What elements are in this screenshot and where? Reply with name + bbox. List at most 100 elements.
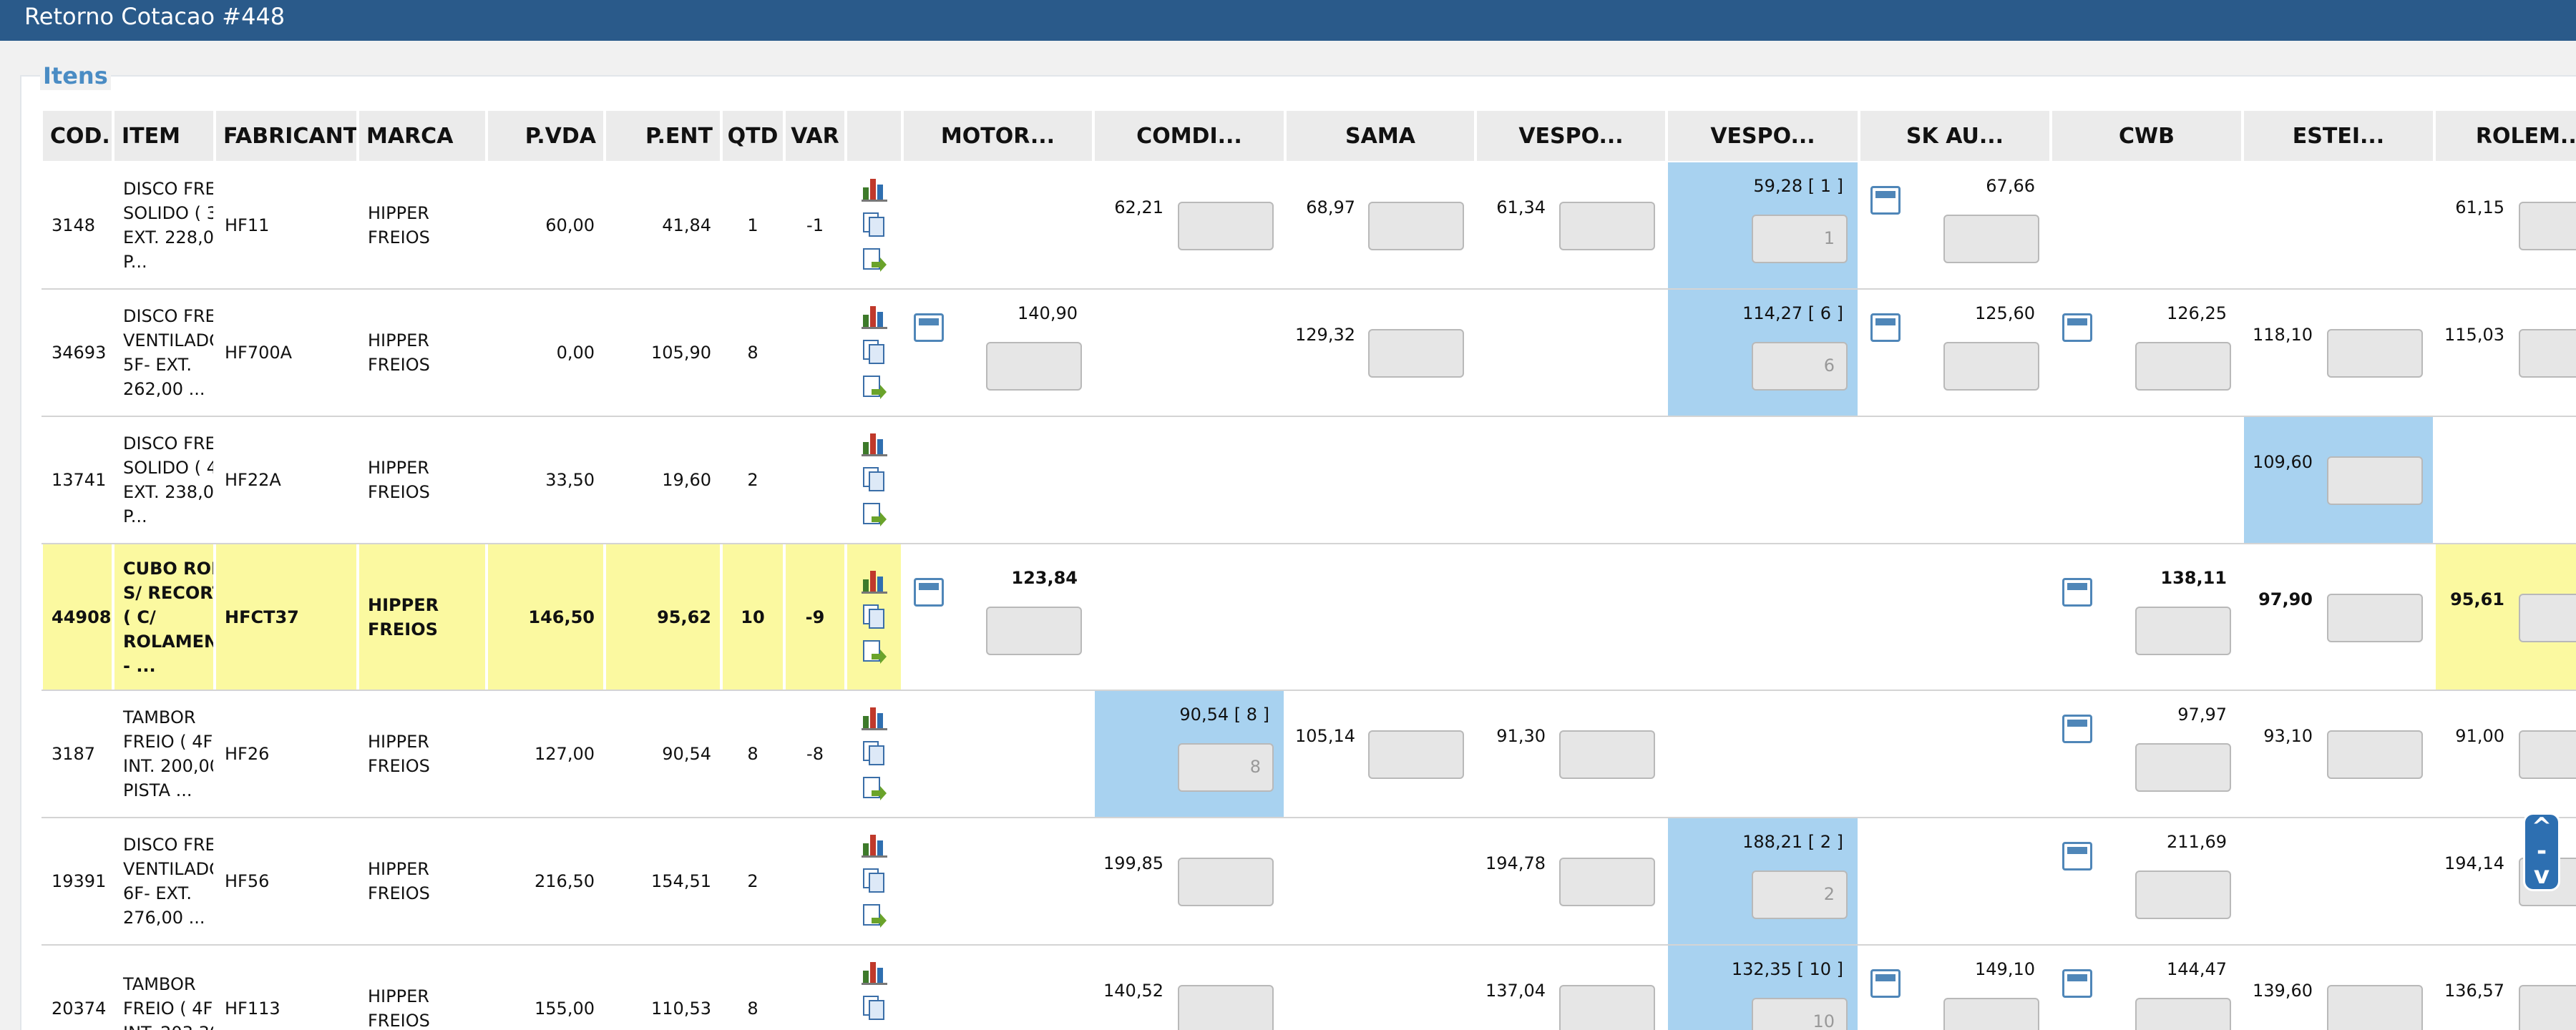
supplier-cell[interactable]: 129,32 [1287,290,1474,416]
quantity-input[interactable]: 1 [1752,215,1848,263]
column-header[interactable]: COMDI... [1095,111,1284,161]
supplier-cell[interactable]: 140,90 [904,290,1092,416]
supplier-cell[interactable]: 188,21 [ 2 ] 2 [1668,818,1858,944]
column-header[interactable]: COD. [43,111,112,161]
calendar-icon[interactable] [1870,313,1901,342]
quantity-input[interactable] [1559,730,1655,779]
quantity-input[interactable] [2135,998,2231,1030]
supplier-cell[interactable]: 61,34 [1477,162,1665,288]
supplier-cell[interactable] [904,818,1092,944]
copy-icon[interactable] [862,740,887,766]
supplier-cell[interactable]: 95,61 [2436,544,2576,690]
table-row[interactable]: 20374 TAMBOR FREIO ( 4F - INT. 203,30 - HF… [42,946,2576,1030]
table-row[interactable]: 34693 DISCO FREIO VENTILADO ( 5F- EXT. 26… [42,290,2576,417]
calendar-icon[interactable] [1870,186,1901,215]
quantity-input[interactable] [1178,985,1274,1030]
column-header[interactable]: CWB [2052,111,2241,161]
column-header[interactable]: SK AU... [1860,111,2049,161]
export-icon[interactable] [862,776,887,802]
scroll-up-icon[interactable]: ^ [2531,813,2552,841]
column-header[interactable]: ESTEI... [2244,111,2433,161]
supplier-cell[interactable]: 97,97 [2052,691,2241,817]
supplier-cell[interactable] [1287,818,1474,944]
chart-icon[interactable] [862,832,887,858]
supplier-cell[interactable] [1860,417,2049,543]
supplier-cell[interactable]: 90,54 [ 8 ] 8 [1095,691,1284,817]
quantity-input[interactable] [1943,215,2039,263]
calendar-icon[interactable] [2062,577,2092,607]
supplier-cell[interactable]: 138,11 [2052,544,2241,690]
quantity-input[interactable] [2135,606,2231,655]
supplier-cell[interactable] [1860,691,2049,817]
supplier-cell[interactable]: 211,69 [2052,818,2241,944]
quantity-input[interactable] [2327,329,2423,378]
column-header[interactable]: VAR [786,111,844,161]
quantity-input[interactable] [1368,329,1464,378]
supplier-cell[interactable]: 125,60 [1860,290,2049,416]
supplier-cell[interactable]: 91,00 [2436,691,2576,817]
supplier-cell[interactable] [2052,417,2241,543]
calendar-icon[interactable] [1870,969,1901,998]
calendar-icon[interactable] [2062,715,2092,743]
chart-icon[interactable] [862,705,887,730]
quantity-input[interactable] [2135,743,2231,792]
table-row[interactable]: 3148 DISCO FREIO SOLIDO ( 3F- EXT. 228,00… [42,162,2576,290]
supplier-cell[interactable]: 136,57 [2436,946,2576,1030]
supplier-cell[interactable]: 140,52 [1095,946,1284,1030]
scroll-mid-icon[interactable]: - [2536,837,2547,865]
table-row[interactable]: 3187 TAMBOR FREIO ( 4F - INT. 200,00 - PI… [42,691,2576,818]
supplier-cell[interactable]: 149,10 [1860,946,2049,1030]
quantity-input[interactable] [1943,342,2039,391]
calendar-icon[interactable] [2062,842,2092,870]
quantity-input[interactable] [986,606,1082,655]
quantity-input[interactable] [2519,985,2576,1030]
supplier-cell[interactable] [1287,544,1474,690]
supplier-cell[interactable] [1287,417,1474,543]
quantity-input[interactable] [986,342,1082,391]
column-header[interactable]: MOTOR... [904,111,1092,161]
column-header[interactable]: VESPO... [1668,111,1858,161]
quantity-input[interactable] [1368,202,1464,250]
table-row[interactable]: 44908 CUBO RODA S/ RECORTE ( C/ ROLAMENTO… [42,544,2576,691]
chart-icon[interactable] [862,176,887,202]
supplier-cell[interactable]: 115,03 [2436,290,2576,416]
supplier-cell[interactable] [1477,417,1665,543]
supplier-cell[interactable]: 62,21 [1095,162,1284,288]
supplier-cell[interactable]: 194,78 [1477,818,1665,944]
table-row[interactable]: 13741 DISCO FREIO SOLIDO ( 4F- EXT. 238,0… [42,417,2576,544]
copy-icon[interactable] [862,466,887,492]
quantity-input[interactable] [1368,730,1464,779]
chart-icon[interactable] [862,959,887,985]
quantity-input[interactable] [2327,456,2423,505]
supplier-cell[interactable]: 59,28 [ 1 ] 1 [1668,162,1858,288]
supplier-cell[interactable]: 91,30 [1477,691,1665,817]
supplier-cell[interactable] [904,417,1092,543]
column-header[interactable]: FABRICANTE [216,111,356,161]
quantity-input[interactable] [2327,730,2423,779]
supplier-cell[interactable] [2244,818,2433,944]
column-header[interactable]: VESPO... [1477,111,1665,161]
calendar-icon[interactable] [2062,969,2092,998]
calendar-icon[interactable] [2062,313,2092,342]
chart-icon[interactable] [862,431,887,456]
supplier-cell[interactable]: 137,04 [1477,946,1665,1030]
column-header[interactable] [847,111,901,161]
supplier-cell[interactable]: 126,25 [2052,290,2241,416]
export-icon[interactable] [862,639,887,665]
quantity-input[interactable] [2519,202,2576,250]
quantity-input[interactable] [2135,342,2231,391]
supplier-cell[interactable]: 93,10 [2244,691,2433,817]
quantity-input[interactable] [1559,202,1655,250]
supplier-cell[interactable] [2244,162,2433,288]
table-row[interactable]: 19391 DISCO FREIO VENTILADO ( 6F- EXT. 27… [42,818,2576,946]
column-header[interactable]: P.VDA [488,111,603,161]
supplier-cell[interactable] [1287,946,1474,1030]
supplier-cell[interactable] [1477,544,1665,690]
quantity-input[interactable]: 8 [1178,743,1274,792]
scroll-down-icon[interactable]: v [2533,861,2550,890]
calendar-icon[interactable] [914,577,944,607]
supplier-cell[interactable] [1668,544,1858,690]
chart-icon[interactable] [862,568,887,594]
quantity-input[interactable]: 2 [1752,870,1848,919]
quantity-input[interactable]: 6 [1752,342,1848,391]
